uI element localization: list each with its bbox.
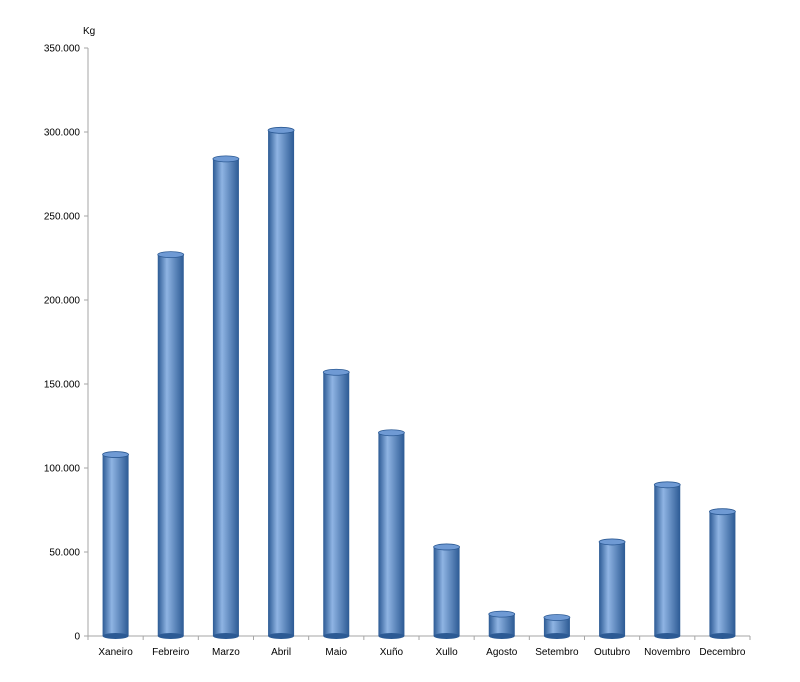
bar-top [378, 429, 405, 437]
bar-body [709, 511, 736, 636]
bar [598, 538, 626, 639]
bar [378, 429, 405, 639]
x-category-label: Marzo [212, 647, 240, 658]
bar [267, 126, 295, 639]
bar-body [543, 617, 570, 636]
y-tick-label: 350.000 [44, 44, 81, 55]
bar-base [543, 633, 570, 639]
bar-base [599, 633, 626, 639]
bar [653, 481, 681, 639]
bar-base [212, 633, 239, 639]
bar-top [267, 126, 295, 134]
axes [87, 48, 750, 637]
bar-body [599, 541, 626, 636]
x-category-label: Xaneiro [98, 647, 133, 658]
bar-top [488, 610, 516, 618]
bar-top [322, 368, 350, 376]
bar [102, 451, 129, 639]
bar-body [488, 614, 515, 636]
y-axis-ticks: 0 50.000 100.000 150.000 200.000 250.000 300.0… [44, 44, 88, 643]
y-tick-label: 150.000 [44, 380, 81, 391]
x-category-label: Agosto [486, 647, 518, 658]
bar-body [212, 158, 239, 636]
y-tick-label: 100.000 [44, 464, 81, 475]
bar [543, 614, 571, 639]
bar-top [709, 508, 736, 516]
bar-body [433, 546, 460, 636]
bar-base [268, 633, 295, 639]
bar [433, 543, 460, 639]
bar-body [157, 254, 184, 636]
bar-body [654, 484, 681, 636]
bar-base [378, 633, 405, 639]
y-tick-label: 200.000 [44, 296, 81, 307]
x-category-label: Maio [325, 647, 347, 658]
bar [212, 155, 240, 639]
y-tick-label: 50.000 [49, 548, 80, 559]
bar-body [378, 432, 405, 636]
bar-body [268, 130, 295, 636]
x-category-label: Decembro [699, 647, 746, 658]
x-axis-categories: Xaneiro Febreiro Marzo Abril Maio Xuño Xullo Ag… [87, 636, 751, 658]
bar-top [212, 155, 240, 163]
bar-base [488, 633, 515, 639]
bar-top [433, 543, 460, 551]
x-category-label: Outubro [594, 647, 631, 658]
bar-body [102, 454, 129, 636]
x-category-label: Abril [271, 647, 291, 658]
x-category-label: Xuño [380, 647, 404, 658]
x-category-label: Xullo [435, 647, 458, 658]
bar-top [653, 481, 681, 489]
bar-body [323, 372, 350, 636]
bar-top [102, 451, 129, 458]
bars [102, 126, 736, 639]
bar-base [709, 633, 736, 639]
bar [157, 251, 185, 639]
bar [709, 508, 736, 639]
bar-top [157, 251, 185, 259]
bar-top [543, 614, 571, 621]
bar-top [598, 538, 626, 546]
x-category-label: Febreiro [152, 647, 190, 658]
bar-base [323, 633, 350, 639]
y-tick-label: 300.000 [44, 128, 81, 139]
bar [488, 610, 516, 639]
bar-base [433, 633, 460, 639]
bar [322, 368, 350, 639]
x-category-label: Setembro [535, 647, 579, 658]
y-tick-label: 250.000 [44, 212, 81, 223]
y-axis-label: Kg [83, 26, 95, 37]
bar-base [654, 633, 681, 639]
bar-base [157, 633, 184, 639]
y-tick-label: 0 [74, 632, 80, 643]
x-category-label: Novembro [644, 647, 691, 658]
bar-base [102, 633, 129, 639]
